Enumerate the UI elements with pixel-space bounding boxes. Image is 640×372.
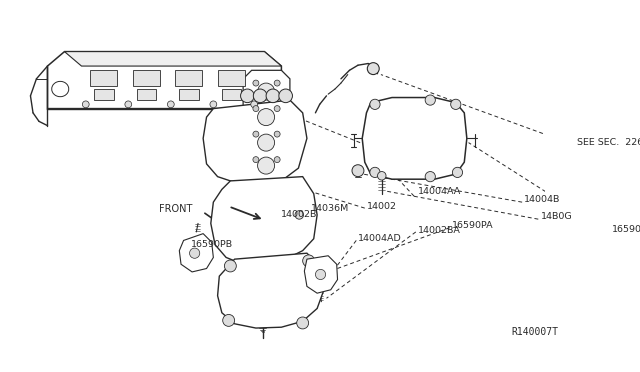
Text: 14004AD: 14004AD (358, 234, 402, 243)
Circle shape (425, 95, 435, 105)
Circle shape (257, 157, 275, 174)
Polygon shape (94, 89, 114, 100)
Text: 16590P: 16590P (611, 225, 640, 234)
Circle shape (367, 62, 380, 74)
Circle shape (352, 165, 364, 177)
Circle shape (266, 89, 280, 103)
Circle shape (303, 255, 315, 267)
Circle shape (257, 83, 275, 100)
Circle shape (452, 167, 463, 177)
Circle shape (251, 101, 257, 108)
Text: 14B0G: 14B0G (541, 212, 572, 221)
Text: 14002B: 14002B (282, 211, 318, 219)
Circle shape (210, 101, 217, 108)
Circle shape (83, 101, 89, 108)
Text: SEE SEC.  226: SEE SEC. 226 (577, 138, 640, 147)
Polygon shape (179, 89, 199, 100)
Circle shape (257, 134, 275, 151)
Text: 16590PB: 16590PB (191, 240, 234, 249)
Circle shape (425, 171, 435, 182)
Circle shape (253, 89, 267, 103)
Circle shape (253, 157, 259, 163)
Text: 14002: 14002 (367, 202, 396, 211)
Polygon shape (175, 70, 202, 86)
Circle shape (274, 106, 280, 112)
Circle shape (316, 269, 326, 280)
Circle shape (297, 317, 308, 329)
Text: 14002BA: 14002BA (417, 226, 460, 235)
Circle shape (279, 89, 292, 103)
Circle shape (257, 109, 275, 126)
Polygon shape (211, 177, 317, 264)
Text: 16590PA: 16590PA (452, 221, 493, 231)
Circle shape (253, 131, 259, 137)
Circle shape (274, 157, 280, 163)
Circle shape (451, 99, 461, 109)
Circle shape (225, 260, 236, 272)
Circle shape (274, 131, 280, 137)
Polygon shape (179, 234, 213, 272)
Circle shape (241, 89, 254, 103)
Polygon shape (203, 100, 307, 185)
Circle shape (370, 167, 380, 177)
Polygon shape (137, 89, 156, 100)
Polygon shape (47, 52, 282, 109)
Polygon shape (132, 70, 160, 86)
Text: R140007T: R140007T (511, 327, 558, 337)
Polygon shape (218, 70, 245, 86)
Circle shape (125, 101, 132, 108)
Text: FRONT: FRONT (159, 204, 192, 214)
Polygon shape (218, 253, 324, 328)
Circle shape (370, 99, 380, 109)
Circle shape (168, 101, 174, 108)
Circle shape (378, 171, 386, 180)
Polygon shape (65, 52, 282, 66)
Text: 14036M: 14036M (311, 203, 349, 213)
Polygon shape (243, 70, 290, 177)
Polygon shape (305, 256, 337, 293)
Circle shape (295, 211, 303, 219)
Text: 14004B: 14004B (524, 195, 560, 204)
Circle shape (189, 248, 200, 258)
Text: 14004AA: 14004AA (417, 187, 461, 196)
Circle shape (253, 106, 259, 112)
Polygon shape (362, 97, 467, 179)
Circle shape (274, 80, 280, 86)
Polygon shape (90, 70, 117, 86)
Circle shape (223, 314, 235, 326)
Circle shape (253, 80, 259, 86)
Polygon shape (222, 89, 241, 100)
